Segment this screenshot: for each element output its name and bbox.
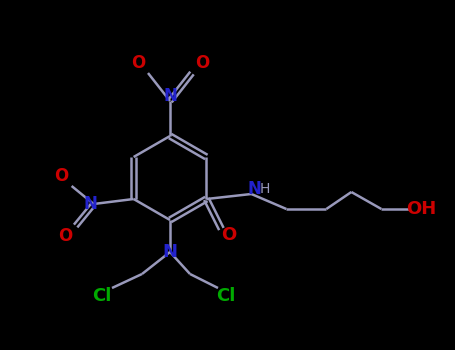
Text: O: O [55,167,69,185]
Text: Cl: Cl [216,287,236,305]
Text: N: N [162,243,177,261]
Text: N: N [84,195,97,213]
Text: O: O [131,54,145,72]
Text: O: O [59,227,73,245]
Text: H: H [259,182,269,196]
Text: N: N [163,87,177,105]
Text: OH: OH [406,200,436,218]
Text: N: N [248,180,261,198]
Text: O: O [195,54,209,72]
Text: Cl: Cl [92,287,111,305]
Text: O: O [221,226,236,244]
